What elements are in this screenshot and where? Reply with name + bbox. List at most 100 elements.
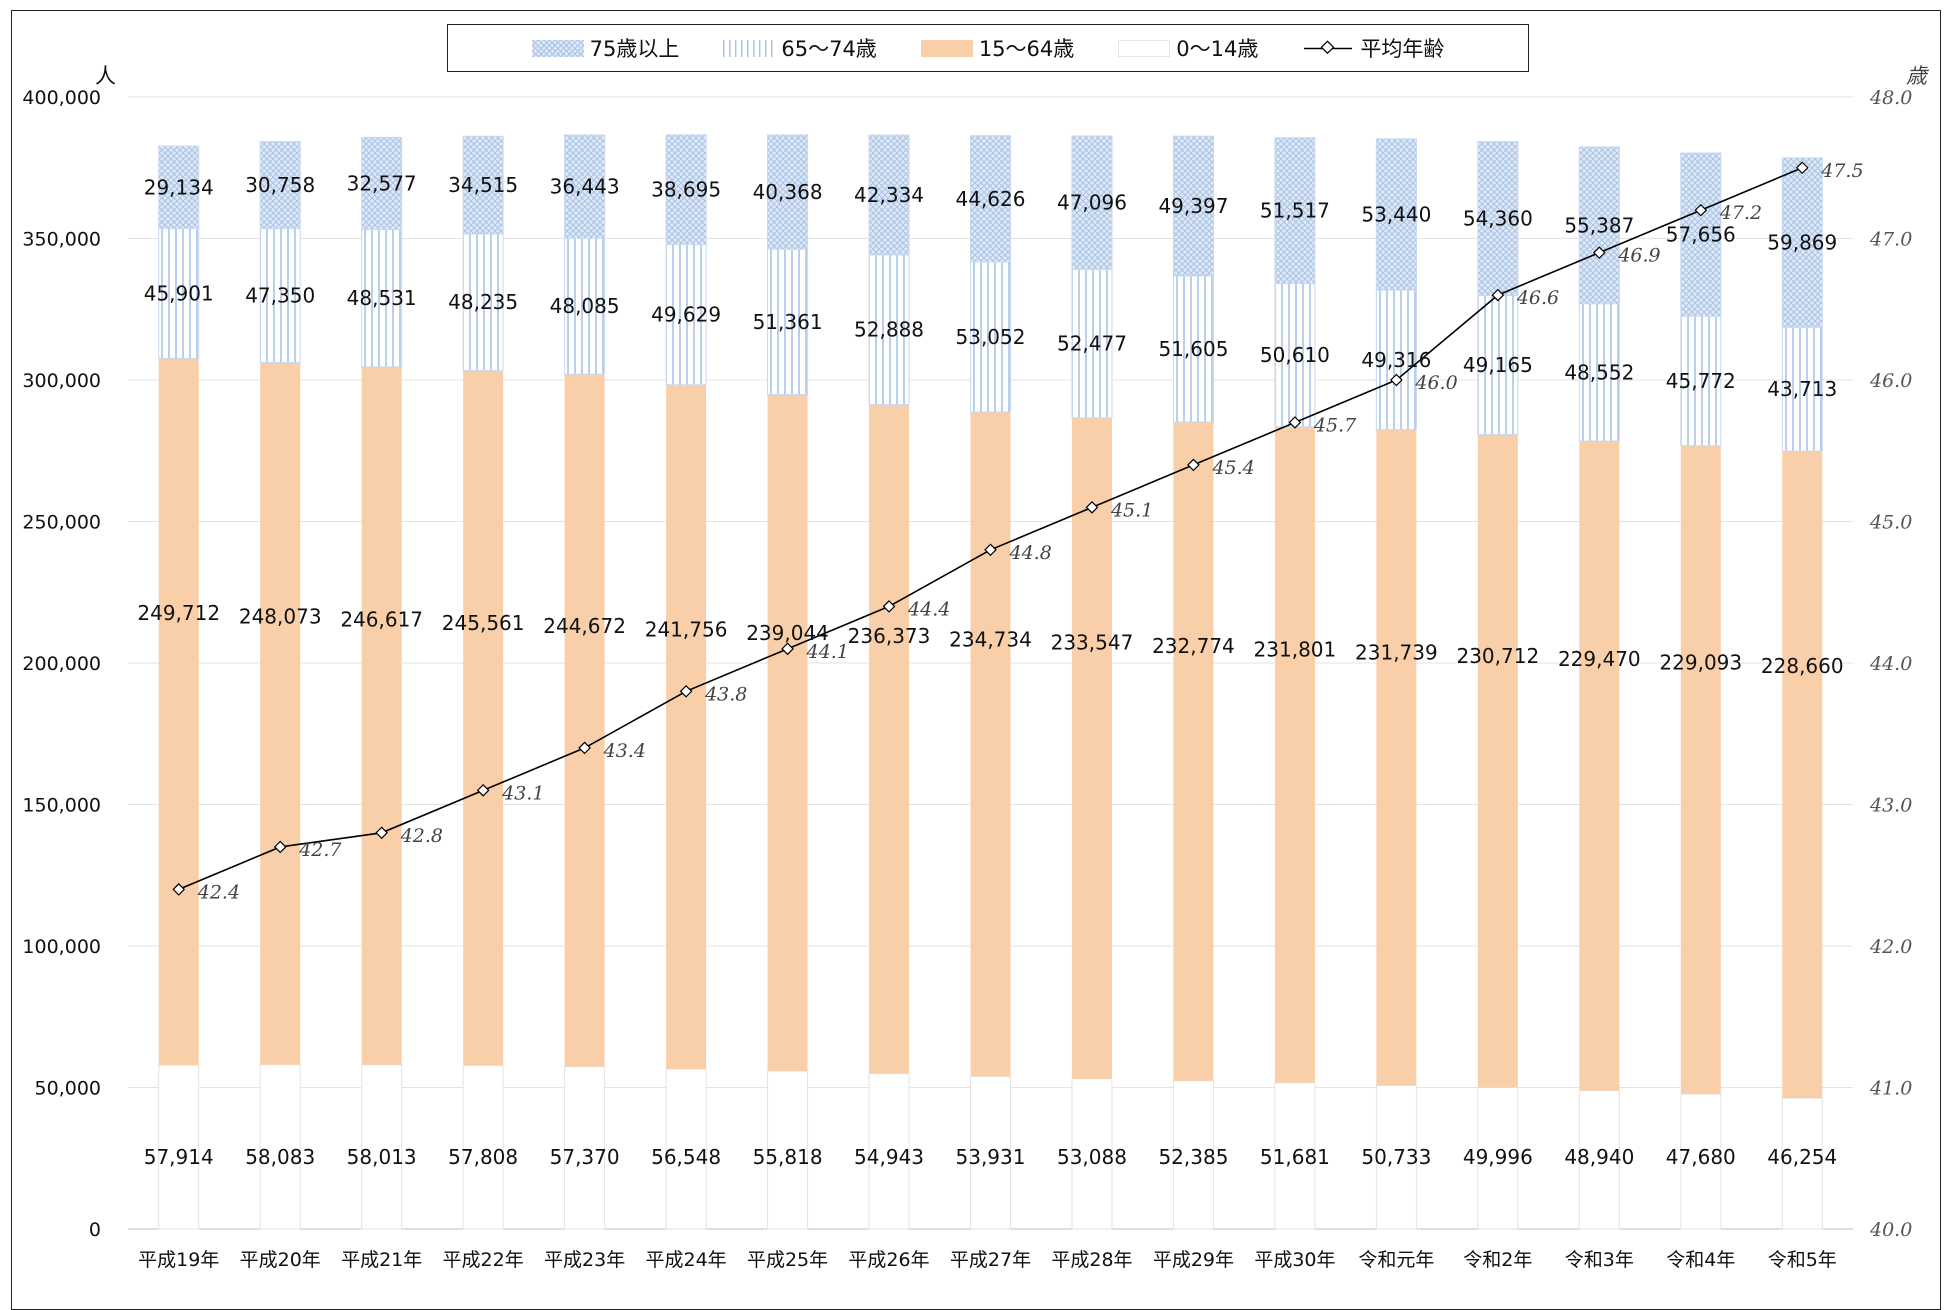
data-label-15-64: 231,801 (1254, 637, 1337, 661)
data-label-15-64: 249,712 (137, 601, 220, 625)
data-label-65-74: 48,531 (347, 286, 417, 310)
bar-segment-15-64 (1579, 441, 1620, 1091)
y-tick-label: 200,000 (22, 653, 101, 675)
data-label-65-74: 49,316 (1361, 348, 1431, 372)
data-label-0-14: 57,808 (448, 1145, 518, 1169)
bar-segment-75-plus (1578, 146, 1620, 305)
average-age-label: 43.4 (603, 740, 646, 762)
bar-segment-15-64 (1071, 417, 1112, 1079)
bar-segment-0-14 (1071, 1078, 1113, 1230)
bar-segment-65-74 (158, 228, 200, 359)
y-tick-label: 250,000 (22, 512, 101, 534)
average-age-label: 45.7 (1313, 414, 1357, 436)
y2-axis-unit-label: 歳 (1906, 64, 1927, 88)
bar-segment-0-14 (564, 1066, 606, 1230)
data-label-0-14: 57,914 (144, 1145, 214, 1169)
legend-item-0-14: 0〜14歳 (1118, 33, 1258, 63)
data-label-15-64: 228,660 (1761, 654, 1844, 678)
data-label-75-plus: 29,134 (144, 175, 214, 199)
x-tick-label: 平成20年 (240, 1249, 321, 1271)
bar-segment-15-64 (1782, 450, 1823, 1099)
y-tick-label: 100,000 (22, 936, 101, 958)
average-age-marker (781, 642, 794, 656)
bar-segment-75-plus (1781, 157, 1823, 328)
bar-segment-15-64 (970, 412, 1011, 1077)
y2-tick-label: 43.0 (1869, 795, 1912, 817)
y-tick-label: 0 (89, 1219, 101, 1241)
average-age-label: 46.6 (1516, 287, 1559, 309)
data-label-65-74: 47,350 (245, 284, 315, 308)
bar-segment-0-14 (462, 1064, 504, 1230)
bar-segment-0-14 (1680, 1093, 1722, 1230)
data-label-75-plus: 36,443 (550, 175, 620, 199)
data-label-75-plus: 34,515 (448, 173, 518, 197)
legend-label-75-plus: 75歳以上 (589, 37, 680, 61)
legend-item-average-age: 平均年齢 (1302, 33, 1444, 63)
average-age-label: 43.8 (704, 683, 747, 705)
average-age-marker (375, 826, 389, 840)
y-tick-label: 150,000 (22, 795, 101, 817)
average-age-label: 47.2 (1719, 202, 1762, 224)
x-tick-label: 令和4年 (1666, 1249, 1735, 1271)
data-label-65-74: 51,605 (1158, 337, 1228, 361)
average-age-marker (1491, 288, 1505, 302)
data-label-0-14: 51,681 (1260, 1145, 1330, 1169)
data-label-0-14: 47,680 (1666, 1145, 1736, 1169)
y2-tick-label: 42.0 (1869, 936, 1912, 958)
bar-segment-0-14 (158, 1064, 200, 1230)
y-axis-unit-label: 人 (95, 64, 116, 88)
data-label-75-plus: 57,656 (1666, 223, 1736, 247)
bar-segment-75-plus (767, 134, 809, 250)
legend-item-75-plus: 75歳以上 (531, 33, 680, 63)
bar-segment-15-64 (767, 394, 808, 1072)
x-tick-label: 平成24年 (645, 1249, 726, 1271)
bar-segment-75-plus (259, 141, 301, 230)
average-age-marker (578, 741, 591, 755)
bar-segment-75-plus (665, 134, 707, 245)
y-tick-label: 50,000 (35, 1078, 101, 1100)
data-label-65-74: 48,235 (448, 290, 518, 314)
x-tick-label: 令和元年 (1358, 1249, 1434, 1271)
data-label-0-14: 57,370 (550, 1145, 620, 1169)
data-label-75-plus: 47,096 (1057, 191, 1127, 215)
data-label-65-74: 49,629 (651, 303, 721, 327)
y2-tick-label: 47.0 (1869, 229, 1912, 251)
x-tick-label: 平成19年 (138, 1249, 219, 1271)
bar-segment-0-14 (868, 1073, 910, 1230)
data-label-75-plus: 55,387 (1564, 213, 1634, 237)
x-tick-label: 平成30年 (1254, 1249, 1335, 1271)
average-age-marker (882, 600, 896, 613)
data-label-65-74: 50,610 (1260, 343, 1330, 367)
data-label-0-14: 49,996 (1463, 1145, 1533, 1169)
average-age-marker (984, 543, 997, 557)
data-label-15-64: 230,712 (1456, 644, 1539, 668)
y2-tick-label: 44.0 (1869, 653, 1912, 675)
bar-segment-65-74 (259, 228, 301, 364)
data-label-65-74: 45,901 (144, 281, 214, 305)
x-tick-label: 平成21年 (341, 1249, 422, 1271)
data-label-0-14: 53,088 (1057, 1145, 1127, 1169)
x-tick-label: 平成26年 (848, 1249, 929, 1271)
data-label-75-plus: 30,758 (245, 173, 315, 197)
data-label-65-74: 45,772 (1666, 369, 1736, 393)
bar-segment-75-plus (462, 135, 504, 235)
average-age-marker (679, 684, 693, 698)
data-label-75-plus: 54,360 (1463, 207, 1533, 231)
data-label-0-14: 58,013 (347, 1145, 417, 1169)
bar-segment-0-14 (970, 1075, 1011, 1230)
data-label-65-74: 48,085 (550, 294, 620, 318)
data-label-0-14: 53,931 (956, 1145, 1026, 1169)
data-label-75-plus: 32,577 (347, 171, 417, 195)
data-label-0-14: 56,548 (651, 1145, 721, 1169)
y-tick-label: 300,000 (22, 370, 101, 392)
bar-segment-75-plus (970, 135, 1011, 263)
data-label-65-74: 52,477 (1057, 332, 1127, 356)
bar-segment-0-14 (1578, 1089, 1620, 1230)
data-label-75-plus: 53,440 (1361, 202, 1431, 226)
average-age-marker (172, 883, 186, 896)
data-label-15-64: 244,672 (543, 614, 626, 638)
x-tick-label: 平成23年 (544, 1249, 625, 1271)
data-label-0-14: 55,818 (753, 1145, 823, 1169)
bar-segment-65-74 (462, 233, 504, 371)
